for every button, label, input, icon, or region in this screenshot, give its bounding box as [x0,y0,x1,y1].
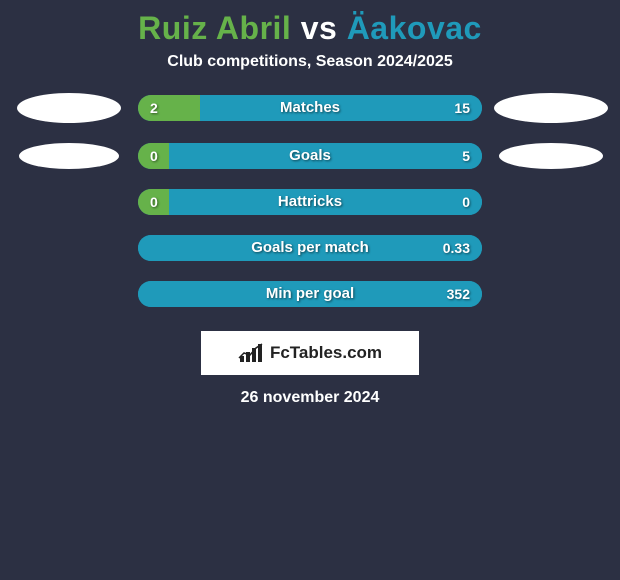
stat-bar: 215Matches [138,95,482,121]
stat-bar: 352Min per goal [138,281,482,307]
stat-row: 352Min per goal [0,281,620,307]
stat-right-value: 0 [462,189,470,215]
ball-icon [19,143,119,169]
bar-right-fill [138,281,482,307]
stat-row: 0.33Goals per match [0,235,620,261]
stat-bar: 0.33Goals per match [138,235,482,261]
right-ball-slot [482,143,620,169]
stat-row: 215Matches [0,93,620,123]
stat-rows: 215Matches05Goals00Hattricks0.33Goals pe… [0,93,620,327]
vs-text: vs [291,10,346,46]
stat-row: 05Goals [0,143,620,169]
ball-icon [494,93,608,123]
stat-right-value: 15 [454,95,470,121]
player2-name: Äakovac [347,10,482,46]
source-badge: FcTables.com [201,331,419,375]
stat-bar: 00Hattricks [138,189,482,215]
stat-right-value: 5 [462,143,470,169]
date-text: 26 november 2024 [241,389,380,407]
comparison-infographic: Ruiz Abril vs Äakovac Club competitions,… [0,0,620,407]
left-ball-slot [0,93,138,123]
stat-right-value: 0.33 [443,235,470,261]
stat-left-value: 0 [150,189,158,215]
subtitle: Club competitions, Season 2024/2025 [167,53,452,71]
page-title: Ruiz Abril vs Äakovac [138,10,482,47]
bar-right-fill [200,95,482,121]
badge-text: FcTables.com [270,343,382,363]
left-ball-slot [0,143,138,169]
stat-right-value: 352 [447,281,470,307]
player1-name: Ruiz Abril [138,10,291,46]
right-ball-slot [482,93,620,123]
bar-left-fill [138,95,200,121]
chart-icon [238,342,264,364]
stat-left-value: 2 [150,95,158,121]
ball-icon [17,93,121,123]
bar-right-fill [169,143,482,169]
stat-row: 00Hattricks [0,189,620,215]
ball-icon [499,143,603,169]
stat-bar: 05Goals [138,143,482,169]
stat-left-value: 0 [150,143,158,169]
bar-right-fill [138,235,482,261]
